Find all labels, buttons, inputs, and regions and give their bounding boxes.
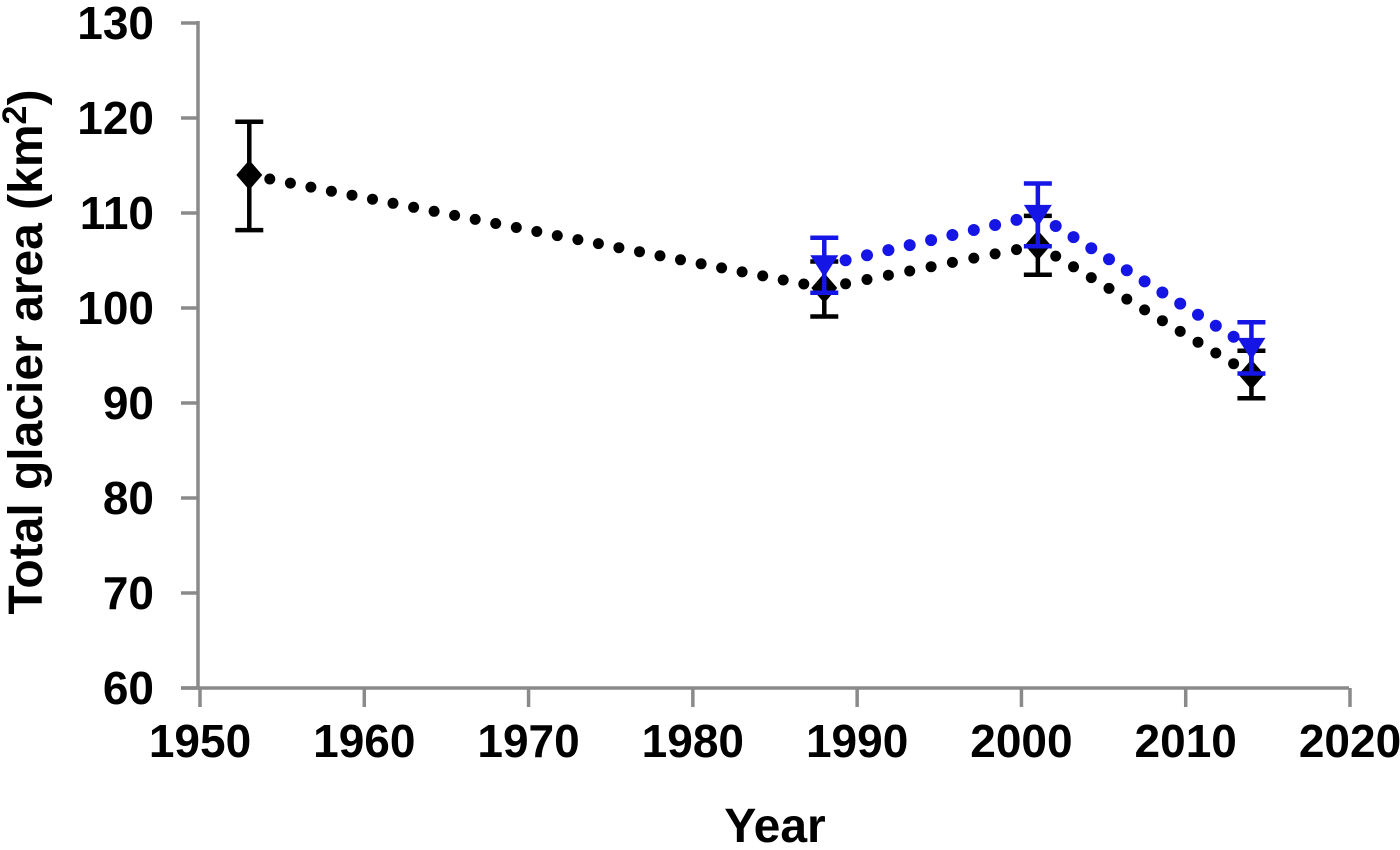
dotted-line-dot [284,177,296,189]
dotted-line-dot [882,269,894,281]
dotted-line-dot [946,229,959,241]
dotted-line-dot [925,234,938,247]
y-tick-label: 130 [77,0,154,49]
dotted-line-dot [1138,275,1151,288]
x-tick-label: 1950 [149,715,251,767]
data-point-marker-diamond [236,160,263,190]
x-tick-label: 1970 [477,715,579,767]
dotted-line-dot [1050,250,1062,262]
dotted-line-dot [634,246,645,258]
y-tick-label: 60 [103,662,154,714]
dotted-line-dot [1085,272,1097,284]
dotted-line-dot [1210,347,1222,359]
dotted-line-dot [654,250,666,262]
dotted-line-dot [305,181,317,193]
dotted-line-dot [490,218,502,229]
dotted-line-dot [1103,282,1115,294]
dotted-line-dot [1011,244,1022,256]
dotted-line-dot [1156,315,1168,327]
y-tick-label: 80 [103,472,154,524]
dotted-line-dot [695,258,707,270]
tick-label-layer: 1950 1960 1970 1980 1990 2000 2010 2020 60 70 80 90… [77,0,1400,767]
x-tick-label: 2000 [970,715,1072,767]
dotted-line-dot [777,274,789,286]
dotted-line-dot [1228,358,1240,370]
y-axis-title: Total glacier area (km2) [0,90,53,615]
data-point-marker-triangle-down [1237,337,1266,360]
dotted-line-dot [387,197,399,209]
dotted-line-dot [989,219,1002,231]
dotted-line-dot [967,224,980,236]
dotted-line-dot [1121,293,1133,305]
dotted-line-dot [861,274,873,285]
dotted-line-dot [1174,297,1187,310]
x-tick-label: 1980 [642,715,744,767]
dotted-line-dot [736,266,748,278]
dotted-line-dot [1067,231,1080,244]
y-tick-label: 70 [103,567,154,619]
x-tick-label: 2020 [1299,715,1400,767]
dotted-line-dot [1103,253,1115,266]
dotted-line-dot [510,222,522,233]
dotted-line-dot [264,173,276,185]
dotted-line-dot [551,230,563,242]
y-tick-label: 100 [77,282,154,334]
dotted-line-dot [946,256,958,268]
dotted-line-dot [882,244,895,257]
dotted-line-dot [757,270,769,282]
dotted-line-dot [840,278,852,290]
dotted-line-dot [428,205,440,217]
dotted-line-dot [531,226,543,237]
series-1 [235,119,1266,401]
x-tick-label: 2010 [1135,715,1237,767]
x-axis-title: Year [724,800,825,850]
series-2 [810,181,1266,376]
dotted-line-dot [839,254,852,267]
axis-title-layer: Year Total glacier area (km2) [0,90,826,850]
x-tick-label: 1960 [313,715,415,767]
dotted-line-dot [592,238,604,250]
dotted-line-dot [367,193,378,205]
dotted-line-dot [989,248,1001,260]
dotted-line-dot [449,209,461,221]
dotted-line-dot [798,278,810,290]
dotted-line-dot [1209,319,1222,332]
dotted-line-dot [346,189,358,201]
data-point-marker-triangle-down [810,255,839,278]
y-tick-label: 120 [77,92,154,144]
dotted-line-dot [572,234,584,246]
dotted-line-dot [968,252,980,264]
dotted-line-dot [1068,261,1079,273]
dotted-line-dot [1120,264,1133,277]
y-tick-label: 110 [80,187,154,239]
axes-layer [181,21,1352,707]
data-point-marker-triangle-down [1023,204,1052,227]
dotted-line-dot [1139,304,1151,316]
y-tick-label: 90 [103,377,154,429]
dotted-line-dot [408,201,420,213]
dotted-line-dot [1192,308,1204,321]
dotted-line-dot [904,265,916,277]
data-series-layer [235,119,1266,401]
dotted-line-dot [1192,336,1204,348]
dotted-line-dot [1227,330,1240,343]
dotted-line-dot [716,262,728,274]
dotted-line-dot [325,185,337,197]
dotted-line-dot [469,213,481,225]
dotted-line-dot [1010,213,1023,226]
dotted-line-dot [925,261,937,273]
dotted-line-dot [903,239,916,252]
dotted-line-dot [613,242,625,254]
dotted-line-dot [861,249,873,262]
dotted-line-dot [1085,242,1098,255]
dotted-line-dot [1156,286,1169,299]
dotted-line-dot [1174,325,1186,337]
dotted-line-dot [1049,220,1062,232]
dotted-line-dot [675,254,686,266]
x-tick-label: 1990 [806,715,908,767]
